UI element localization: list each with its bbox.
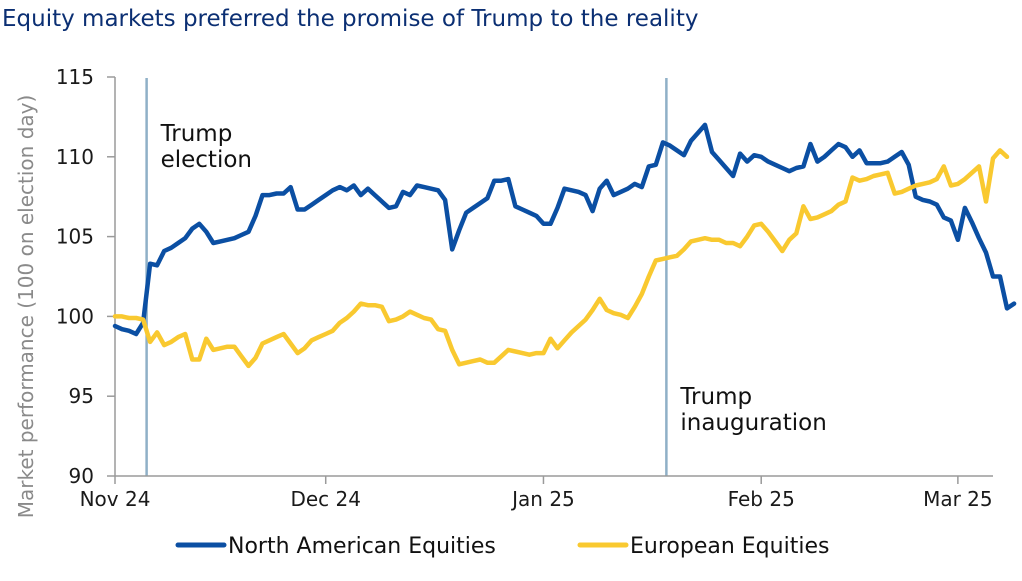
y-axis-title: Market performance (100 on election day) xyxy=(14,95,38,519)
x-tick-label: Jan 25 xyxy=(510,487,575,511)
x-tick-label: Dec 24 xyxy=(290,487,361,511)
y-tick-label: 90 xyxy=(69,464,94,488)
y-tick-label: 110 xyxy=(56,145,94,169)
y-tick-label: 100 xyxy=(56,304,94,328)
annotation-inauguration: Trump xyxy=(679,384,752,410)
x-tick-label: Feb 25 xyxy=(728,487,795,511)
y-tick-label: 95 xyxy=(69,384,94,408)
y-tick-label: 115 xyxy=(56,65,94,89)
annotation-election: Trump xyxy=(160,121,233,147)
x-tick-label: Mar 25 xyxy=(923,487,993,511)
series-line-european xyxy=(112,148,1010,369)
series-line-north-american xyxy=(112,122,1017,337)
y-tick-label: 105 xyxy=(56,225,94,249)
annotation-inauguration: inauguration xyxy=(680,410,826,436)
chart-title: Equity markets preferred the promise of … xyxy=(2,6,699,32)
legend-label: North American Equities xyxy=(228,534,496,559)
annotation-election: election xyxy=(161,147,252,173)
x-tick-label: Nov 24 xyxy=(80,487,151,511)
legend-label: European Equities xyxy=(630,534,829,559)
